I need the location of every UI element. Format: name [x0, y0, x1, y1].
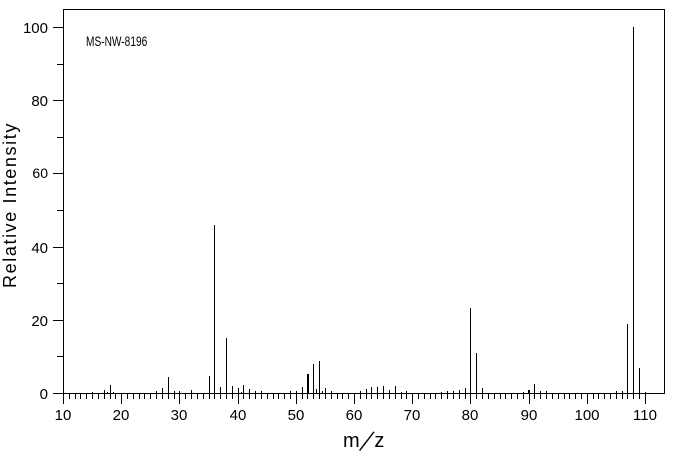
svg-text:40: 40	[31, 240, 48, 257]
svg-text:70: 70	[404, 407, 421, 424]
svg-text:60: 60	[346, 407, 363, 424]
svg-text:80: 80	[462, 407, 479, 424]
svg-text:110: 110	[633, 407, 657, 424]
svg-text:0: 0	[40, 386, 48, 403]
svg-text:80: 80	[31, 93, 48, 110]
svg-text:90: 90	[521, 407, 538, 424]
svg-text:MS-NW-8196: MS-NW-8196	[86, 33, 147, 49]
svg-text:30: 30	[171, 407, 188, 424]
svg-text:10: 10	[55, 407, 72, 424]
svg-text:50: 50	[288, 407, 305, 424]
svg-text:Relative Intensity: Relative Intensity	[0, 122, 20, 288]
svg-text:m: m	[343, 430, 360, 452]
svg-text:20: 20	[113, 407, 130, 424]
svg-text:100: 100	[23, 20, 48, 37]
svg-text:100: 100	[574, 407, 599, 424]
svg-text:60: 60	[32, 165, 48, 181]
svg-text:20: 20	[31, 313, 48, 330]
svg-text:z: z	[374, 430, 384, 452]
svg-text:40: 40	[230, 407, 247, 424]
